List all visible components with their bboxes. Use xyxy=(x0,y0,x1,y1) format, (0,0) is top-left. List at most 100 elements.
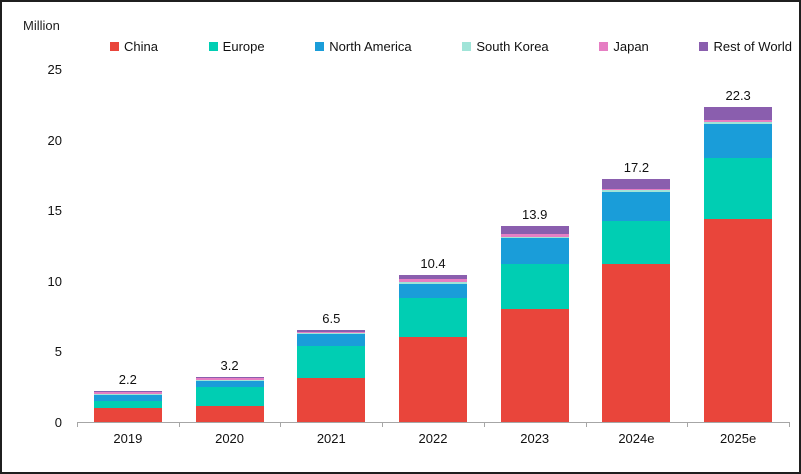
bar-segment-north-america xyxy=(704,124,773,158)
x-tick-label: 2020 xyxy=(215,431,245,446)
legend-swatch-icon xyxy=(462,41,472,51)
y-tick-label: 15 xyxy=(47,203,62,219)
legend-label: South Korea xyxy=(476,38,549,54)
bar-segment-china xyxy=(93,407,162,422)
bar-segment-japan xyxy=(399,279,467,283)
y-axis-unit-label: Million xyxy=(23,18,60,33)
bar-segment-china xyxy=(399,337,467,422)
bar-total-label: 3.2 xyxy=(220,357,239,373)
bar-segment-europe xyxy=(399,297,467,338)
bar-segment-north-america xyxy=(195,381,264,387)
x-tick-label: 2024e xyxy=(618,431,655,446)
bar-segment-japan xyxy=(297,331,366,334)
bar-segment-europe xyxy=(93,400,162,408)
y-tick-label: 10 xyxy=(47,273,62,289)
bar-segment-rest-of-world xyxy=(195,376,264,379)
bar-2024e xyxy=(602,179,671,422)
bar-2020 xyxy=(195,376,264,422)
bar-segment-japan xyxy=(500,234,569,237)
bar-2022 xyxy=(399,275,467,422)
bar-segment-north-america xyxy=(93,395,162,401)
bar-segment-north-america xyxy=(399,283,467,298)
x-tick-mark xyxy=(382,422,384,427)
bar-segment-north-america xyxy=(297,334,366,346)
bar-segment-south-korea xyxy=(500,237,569,239)
bar-segment-south-korea xyxy=(195,379,264,382)
bar-segment-rest-of-world xyxy=(500,225,569,235)
bar-total-label: 10.4 xyxy=(420,256,446,272)
bar-segment-china xyxy=(704,218,773,422)
bar-segment-china xyxy=(500,308,569,422)
bar-2023 xyxy=(500,225,569,422)
x-tick-label: 2023 xyxy=(520,431,550,446)
bar-total-label: 17.2 xyxy=(623,160,650,176)
y-tick-label: 20 xyxy=(47,132,62,148)
x-tick-mark xyxy=(687,422,689,427)
legend-item-south-korea: South Korea xyxy=(462,38,549,54)
bar-segment-rest-of-world xyxy=(399,275,467,280)
bar-segment-china xyxy=(195,406,264,422)
bar-segment-north-america xyxy=(500,238,569,264)
x-tick-label: 2019 xyxy=(113,431,143,446)
bar-segment-south-korea xyxy=(297,333,366,335)
bar-total-label: 6.5 xyxy=(322,311,341,327)
bar-segment-south-korea xyxy=(602,190,671,192)
legend-item-north-america: North America xyxy=(315,38,412,54)
legend-item-japan: Japan xyxy=(599,38,649,54)
bar-segment-south-korea xyxy=(93,393,162,396)
bar-segment-japan xyxy=(195,378,264,380)
y-tick-label: 0 xyxy=(54,415,62,430)
bar-segment-north-america xyxy=(602,191,671,222)
x-tick-mark xyxy=(585,422,587,427)
legend-label: North America xyxy=(329,38,412,54)
bar-segment-south-korea xyxy=(399,282,467,284)
legend-label: Japan xyxy=(613,38,649,54)
bar-2025e xyxy=(704,107,773,422)
bar-segment-china xyxy=(297,378,366,422)
legend-item-europe: Europe xyxy=(208,38,265,54)
x-tick-mark xyxy=(178,422,180,427)
legend-item-china: China xyxy=(110,39,158,54)
y-tick-label: 5 xyxy=(54,344,62,360)
bar-segment-japan xyxy=(93,392,162,394)
x-tick-label: 2025e xyxy=(720,431,757,446)
legend-swatch-icon xyxy=(208,41,218,51)
y-tick-label: 25 xyxy=(47,62,62,77)
bar-total-label: 13.9 xyxy=(522,206,548,222)
chart-legend: China Europe North America South Korea Japan… xyxy=(110,37,792,55)
bar-segment-south-korea xyxy=(704,121,773,125)
x-tick-mark xyxy=(77,422,78,427)
legend-swatch-icon xyxy=(315,41,325,51)
x-axis-line xyxy=(77,422,789,423)
bar-segment-europe xyxy=(704,157,773,219)
x-tick-label: 2021 xyxy=(316,431,346,446)
legend-item-rest-of-world: Rest of World xyxy=(699,39,792,54)
x-tick-mark xyxy=(280,422,282,427)
legend-swatch-icon xyxy=(699,41,709,51)
bar-segment-rest-of-world xyxy=(704,107,773,120)
bar-segment-europe xyxy=(602,221,671,264)
legend-label: China xyxy=(124,38,158,54)
x-tick-mark xyxy=(789,422,790,427)
bar-segment-rest-of-world xyxy=(297,330,366,332)
x-tick-label: 2022 xyxy=(418,431,448,446)
bar-segment-japan xyxy=(704,119,773,122)
legend-swatch-icon xyxy=(599,41,609,51)
bar-segment-europe xyxy=(500,263,569,309)
legend-label: Europe xyxy=(222,38,265,54)
bar-total-label: 2.2 xyxy=(118,371,137,387)
bar-total-label: 22.3 xyxy=(725,88,751,104)
bar-segment-rest-of-world xyxy=(602,179,671,189)
bar-segment-china xyxy=(602,263,671,422)
bar-segment-europe xyxy=(297,345,366,379)
legend-label: Rest of World xyxy=(713,38,792,54)
bar-2019 xyxy=(93,390,162,422)
bar-2021 xyxy=(297,330,366,422)
legend-swatch-icon xyxy=(110,41,119,51)
bar-segment-rest-of-world xyxy=(93,390,162,393)
bar-segment-europe xyxy=(195,386,264,407)
bar-segment-japan xyxy=(602,189,671,191)
x-tick-mark xyxy=(483,422,485,427)
